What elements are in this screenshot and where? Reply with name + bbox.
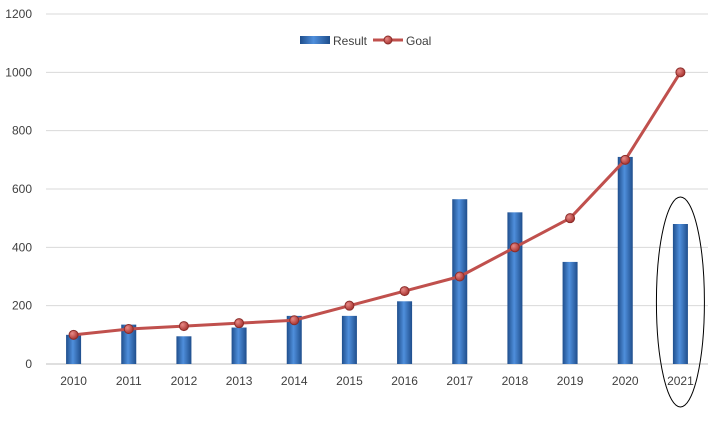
result-bar	[341, 315, 357, 364]
legend: Result Goal	[300, 34, 431, 48]
goal-point	[675, 67, 686, 78]
x-tick-label: 2020	[612, 374, 639, 388]
result-bar	[672, 224, 688, 364]
result-bar	[507, 212, 523, 364]
result-bar	[121, 324, 137, 364]
result-bar	[397, 301, 413, 364]
result-bar	[286, 315, 302, 364]
goal-point	[123, 324, 134, 334]
goal-point	[620, 154, 631, 165]
goal-point	[68, 329, 79, 340]
goal-line	[68, 67, 686, 340]
result-bar	[617, 156, 633, 364]
goal-point	[289, 315, 300, 326]
result-bars	[66, 156, 688, 364]
y-tick-label: 200	[12, 299, 32, 313]
result-bar	[66, 334, 82, 364]
result-bar	[231, 327, 247, 364]
y-tick-label: 1200	[5, 7, 32, 21]
axes: 0 200 400 600 800 1000 1200 2010 2011 2012 2013 201…	[5, 7, 708, 388]
y-tick-label: 800	[12, 124, 32, 138]
x-tick-label: 2015	[336, 374, 363, 388]
legend-item-result: Result	[300, 34, 368, 48]
highlight-ellipse	[655, 196, 705, 408]
goal-point	[509, 242, 520, 253]
y-tick-label: 1000	[5, 65, 32, 79]
goal-point	[565, 213, 576, 224]
legend-result-swatch	[300, 36, 330, 44]
goal-point	[399, 286, 410, 297]
y-tick-label: 0	[25, 357, 32, 371]
gridlines	[46, 13, 708, 307]
x-tick-label: 2019	[557, 374, 584, 388]
goal-point	[178, 321, 189, 332]
x-tick-label: 2017	[446, 374, 473, 388]
x-tick-label: 2021	[667, 374, 694, 388]
legend-item-goal: Goal	[373, 34, 431, 48]
x-tick-label: 2016	[391, 374, 418, 388]
highlight-annotation	[655, 196, 705, 408]
goal-point	[454, 271, 465, 282]
x-tick-label: 2014	[281, 374, 308, 388]
x-tick-label: 2013	[226, 374, 253, 388]
result-bar	[562, 261, 578, 364]
goal-series-line	[73, 71, 682, 337]
goal-point	[344, 300, 355, 311]
legend-goal-label: Goal	[406, 34, 431, 48]
x-tick-label: 2011	[116, 374, 142, 388]
y-tick-label: 600	[12, 182, 32, 196]
result-bar	[176, 336, 192, 364]
y-tick-label: 400	[12, 240, 32, 254]
legend-goal-marker	[383, 35, 393, 45]
result-bar	[452, 199, 468, 364]
legend-result-label: Result	[333, 34, 368, 48]
x-tick-label: 2018	[502, 374, 529, 388]
x-tick-label: 2012	[171, 374, 198, 388]
goal-point	[234, 318, 245, 329]
x-tick-label: 2010	[60, 374, 87, 388]
